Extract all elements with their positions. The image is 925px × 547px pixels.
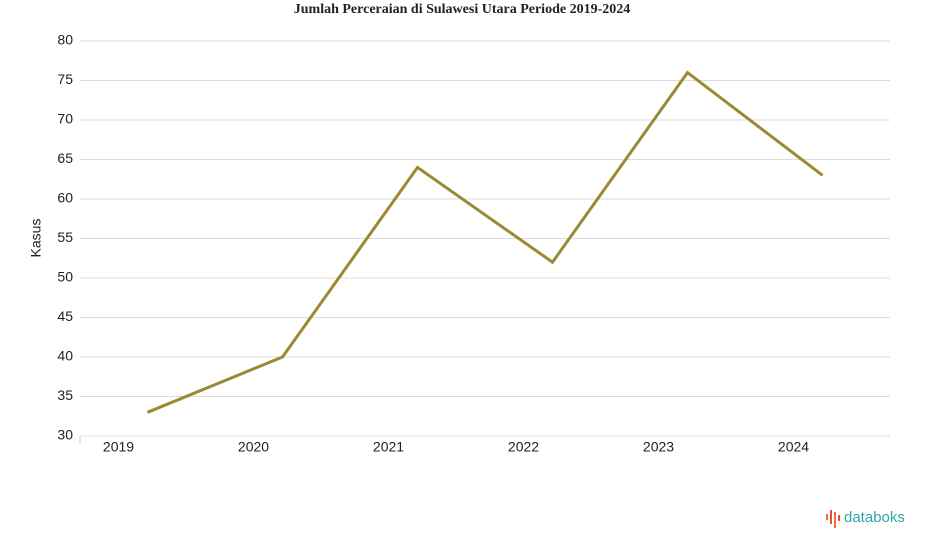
y-tick-label: 40 [57, 348, 73, 364]
y-tick-label: 75 [57, 71, 73, 87]
x-tick-label: 2022 [508, 439, 539, 455]
y-tick-label: 50 [57, 269, 73, 285]
x-tick-label: 2023 [643, 439, 674, 455]
y-axis-label: Kasus [28, 219, 44, 258]
y-tick-label: 60 [57, 190, 73, 206]
y-tick-label: 55 [57, 229, 73, 245]
chart-title: Jumlah Perceraian di Sulawesi Utara Peri… [294, 2, 631, 17]
x-tick-label: 2019 [103, 439, 134, 455]
y-tick-label: 80 [57, 32, 73, 48]
y-tick-label: 70 [57, 111, 73, 127]
brand-name: databoks [844, 509, 905, 526]
y-tick-label: 45 [57, 308, 73, 324]
x-tick-label: 2021 [373, 439, 404, 455]
line-series [146, 70, 824, 414]
y-tick-label: 65 [57, 150, 73, 166]
x-tick-label: 2024 [778, 439, 809, 455]
y-tick-label: 35 [57, 387, 73, 403]
x-tick-label: 2020 [238, 439, 269, 455]
brand-logo: databoks [826, 509, 905, 528]
y-tick-label: 30 [57, 427, 73, 443]
